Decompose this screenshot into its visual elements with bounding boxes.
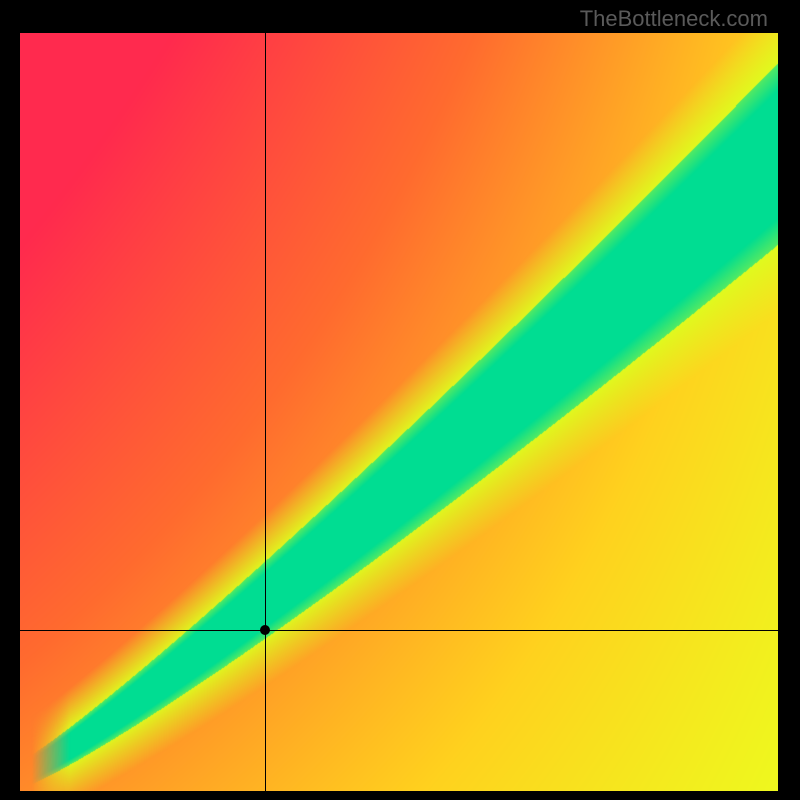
data-point-marker: [260, 625, 270, 635]
crosshair-vertical: [265, 33, 266, 791]
chart-container: TheBottleneck.com: [0, 0, 800, 800]
heatmap-canvas: [20, 33, 778, 791]
watermark-text: TheBottleneck.com: [580, 6, 768, 32]
crosshair-horizontal: [20, 630, 778, 631]
